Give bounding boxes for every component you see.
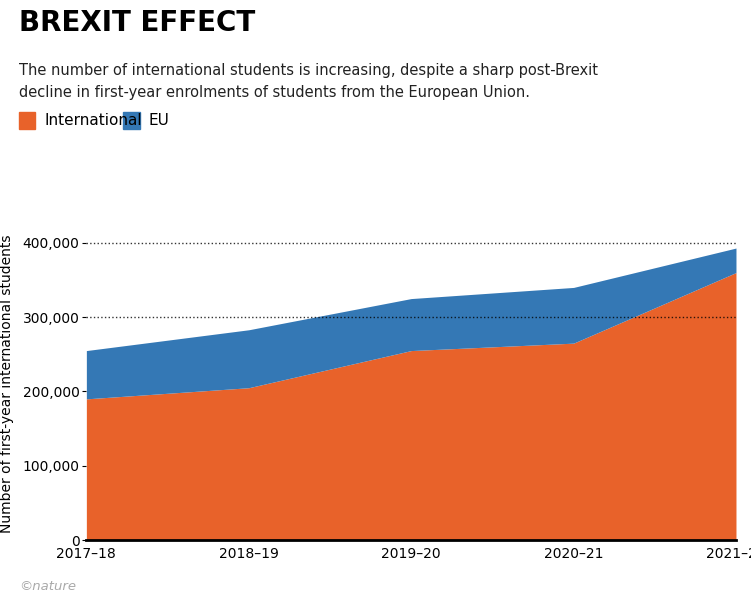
Text: decline in first-year enrolments of students from the European Union.: decline in first-year enrolments of stud… [19, 85, 529, 100]
Text: ©nature: ©nature [19, 580, 76, 593]
Text: International: International [44, 113, 142, 128]
Text: BREXIT EFFECT: BREXIT EFFECT [19, 9, 255, 37]
Text: The number of international students is increasing, despite a sharp post-Brexit: The number of international students is … [19, 63, 598, 78]
Text: EU: EU [149, 113, 170, 128]
Y-axis label: Number of first-year international students: Number of first-year international stude… [0, 235, 14, 533]
